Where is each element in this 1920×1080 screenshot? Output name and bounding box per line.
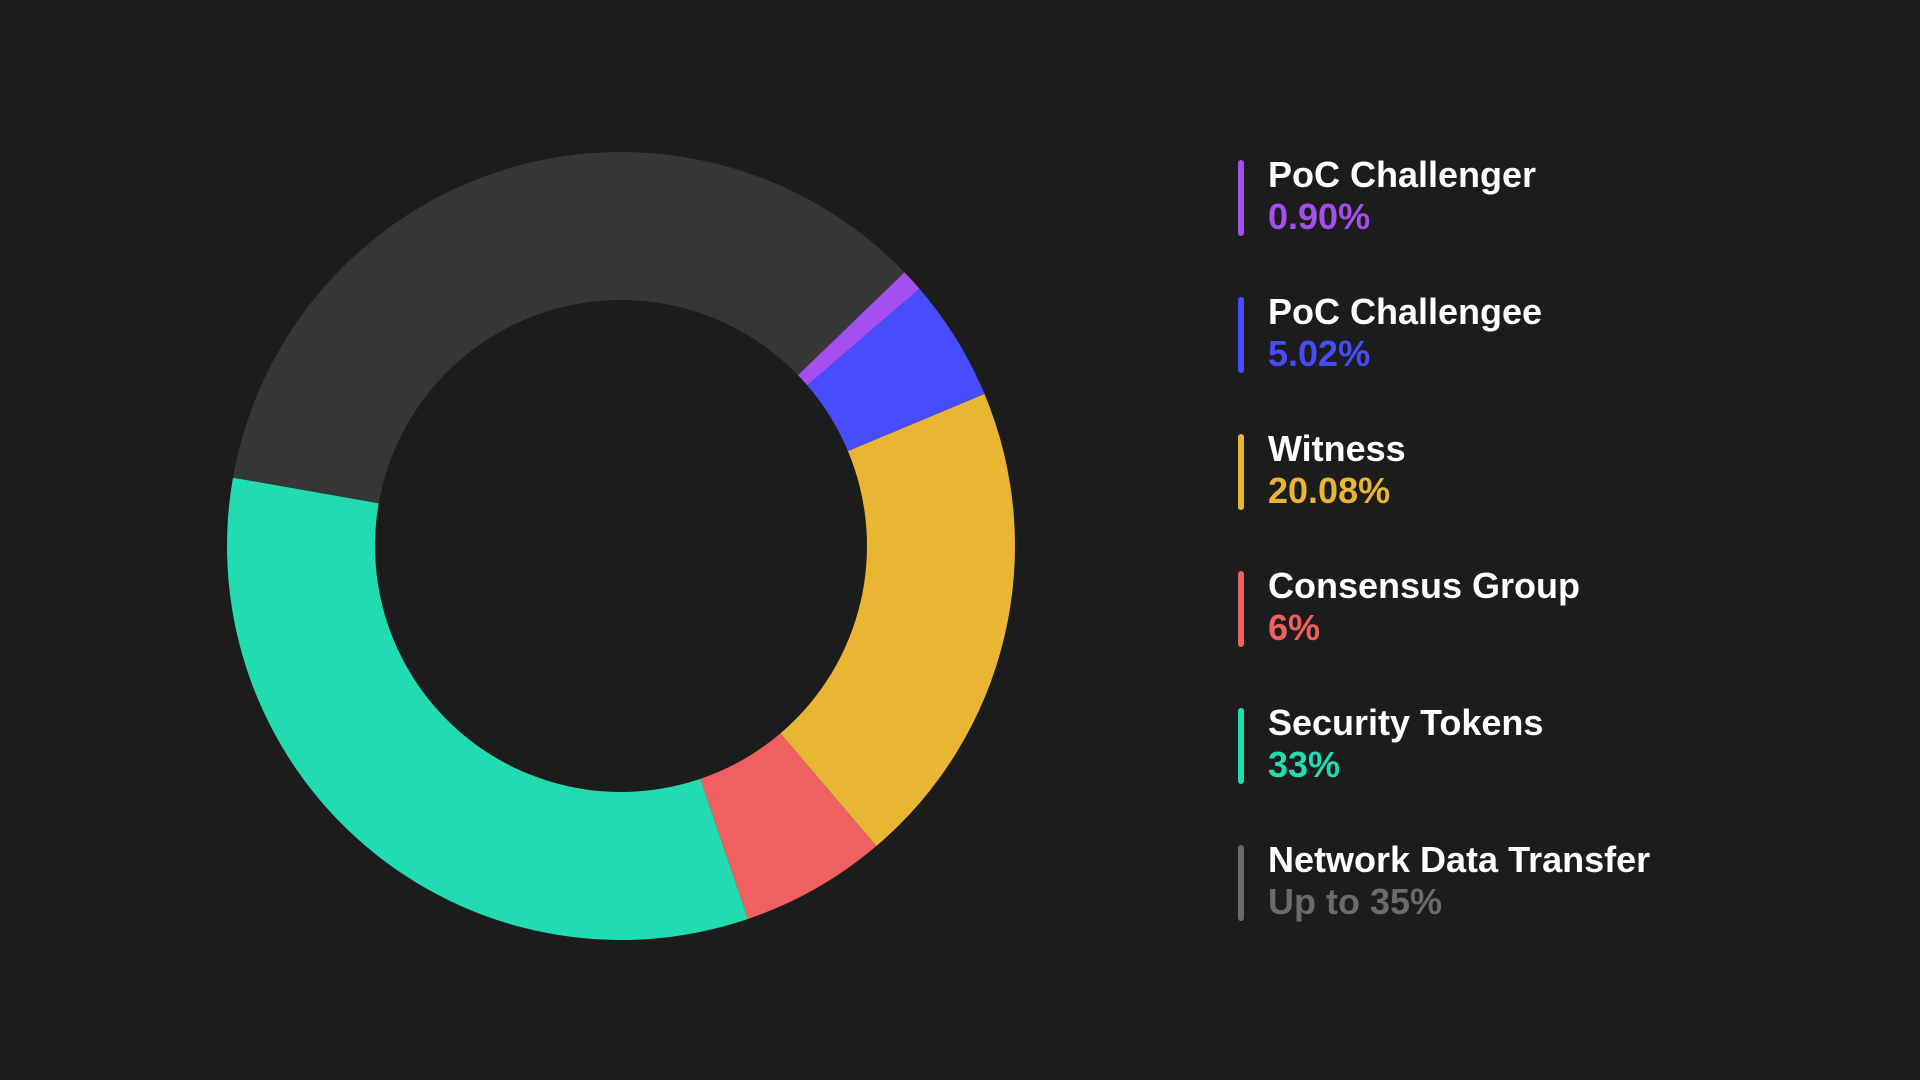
legend-value: 0.90% (1268, 196, 1371, 237)
legend-label: Consensus Group (1268, 565, 1581, 606)
legend-value: 33% (1268, 744, 1341, 785)
legend-color-bar (1238, 708, 1244, 784)
legend-value: Up to 35% (1268, 881, 1443, 922)
donut-slice-poc-challengee (807, 288, 985, 452)
donut-slice-consensus-group (700, 733, 877, 919)
donut-slice-network-data-transfer (232, 151, 905, 504)
legend-value: 20.08% (1268, 470, 1391, 511)
legend-label: Witness (1268, 428, 1406, 469)
legend-color-bar (1238, 434, 1244, 510)
donut-slice-security-tokens (226, 477, 748, 940)
legend-label: Security Tokens (1268, 702, 1544, 743)
legend-color-bar (1238, 571, 1244, 647)
legend-label: PoC Challenger (1268, 154, 1537, 195)
legend-value: 6% (1268, 607, 1321, 648)
legend-color-bar (1238, 160, 1244, 236)
legend-label: Network Data Transfer (1268, 839, 1651, 880)
legend-label: PoC Challengee (1268, 291, 1543, 332)
legend-color-bar (1238, 845, 1244, 921)
legend-value: 5.02% (1268, 333, 1371, 374)
donut-slice-witness (780, 394, 1015, 847)
donut-slice-poc-challenger (797, 272, 920, 386)
legend-color-bar (1238, 297, 1244, 373)
